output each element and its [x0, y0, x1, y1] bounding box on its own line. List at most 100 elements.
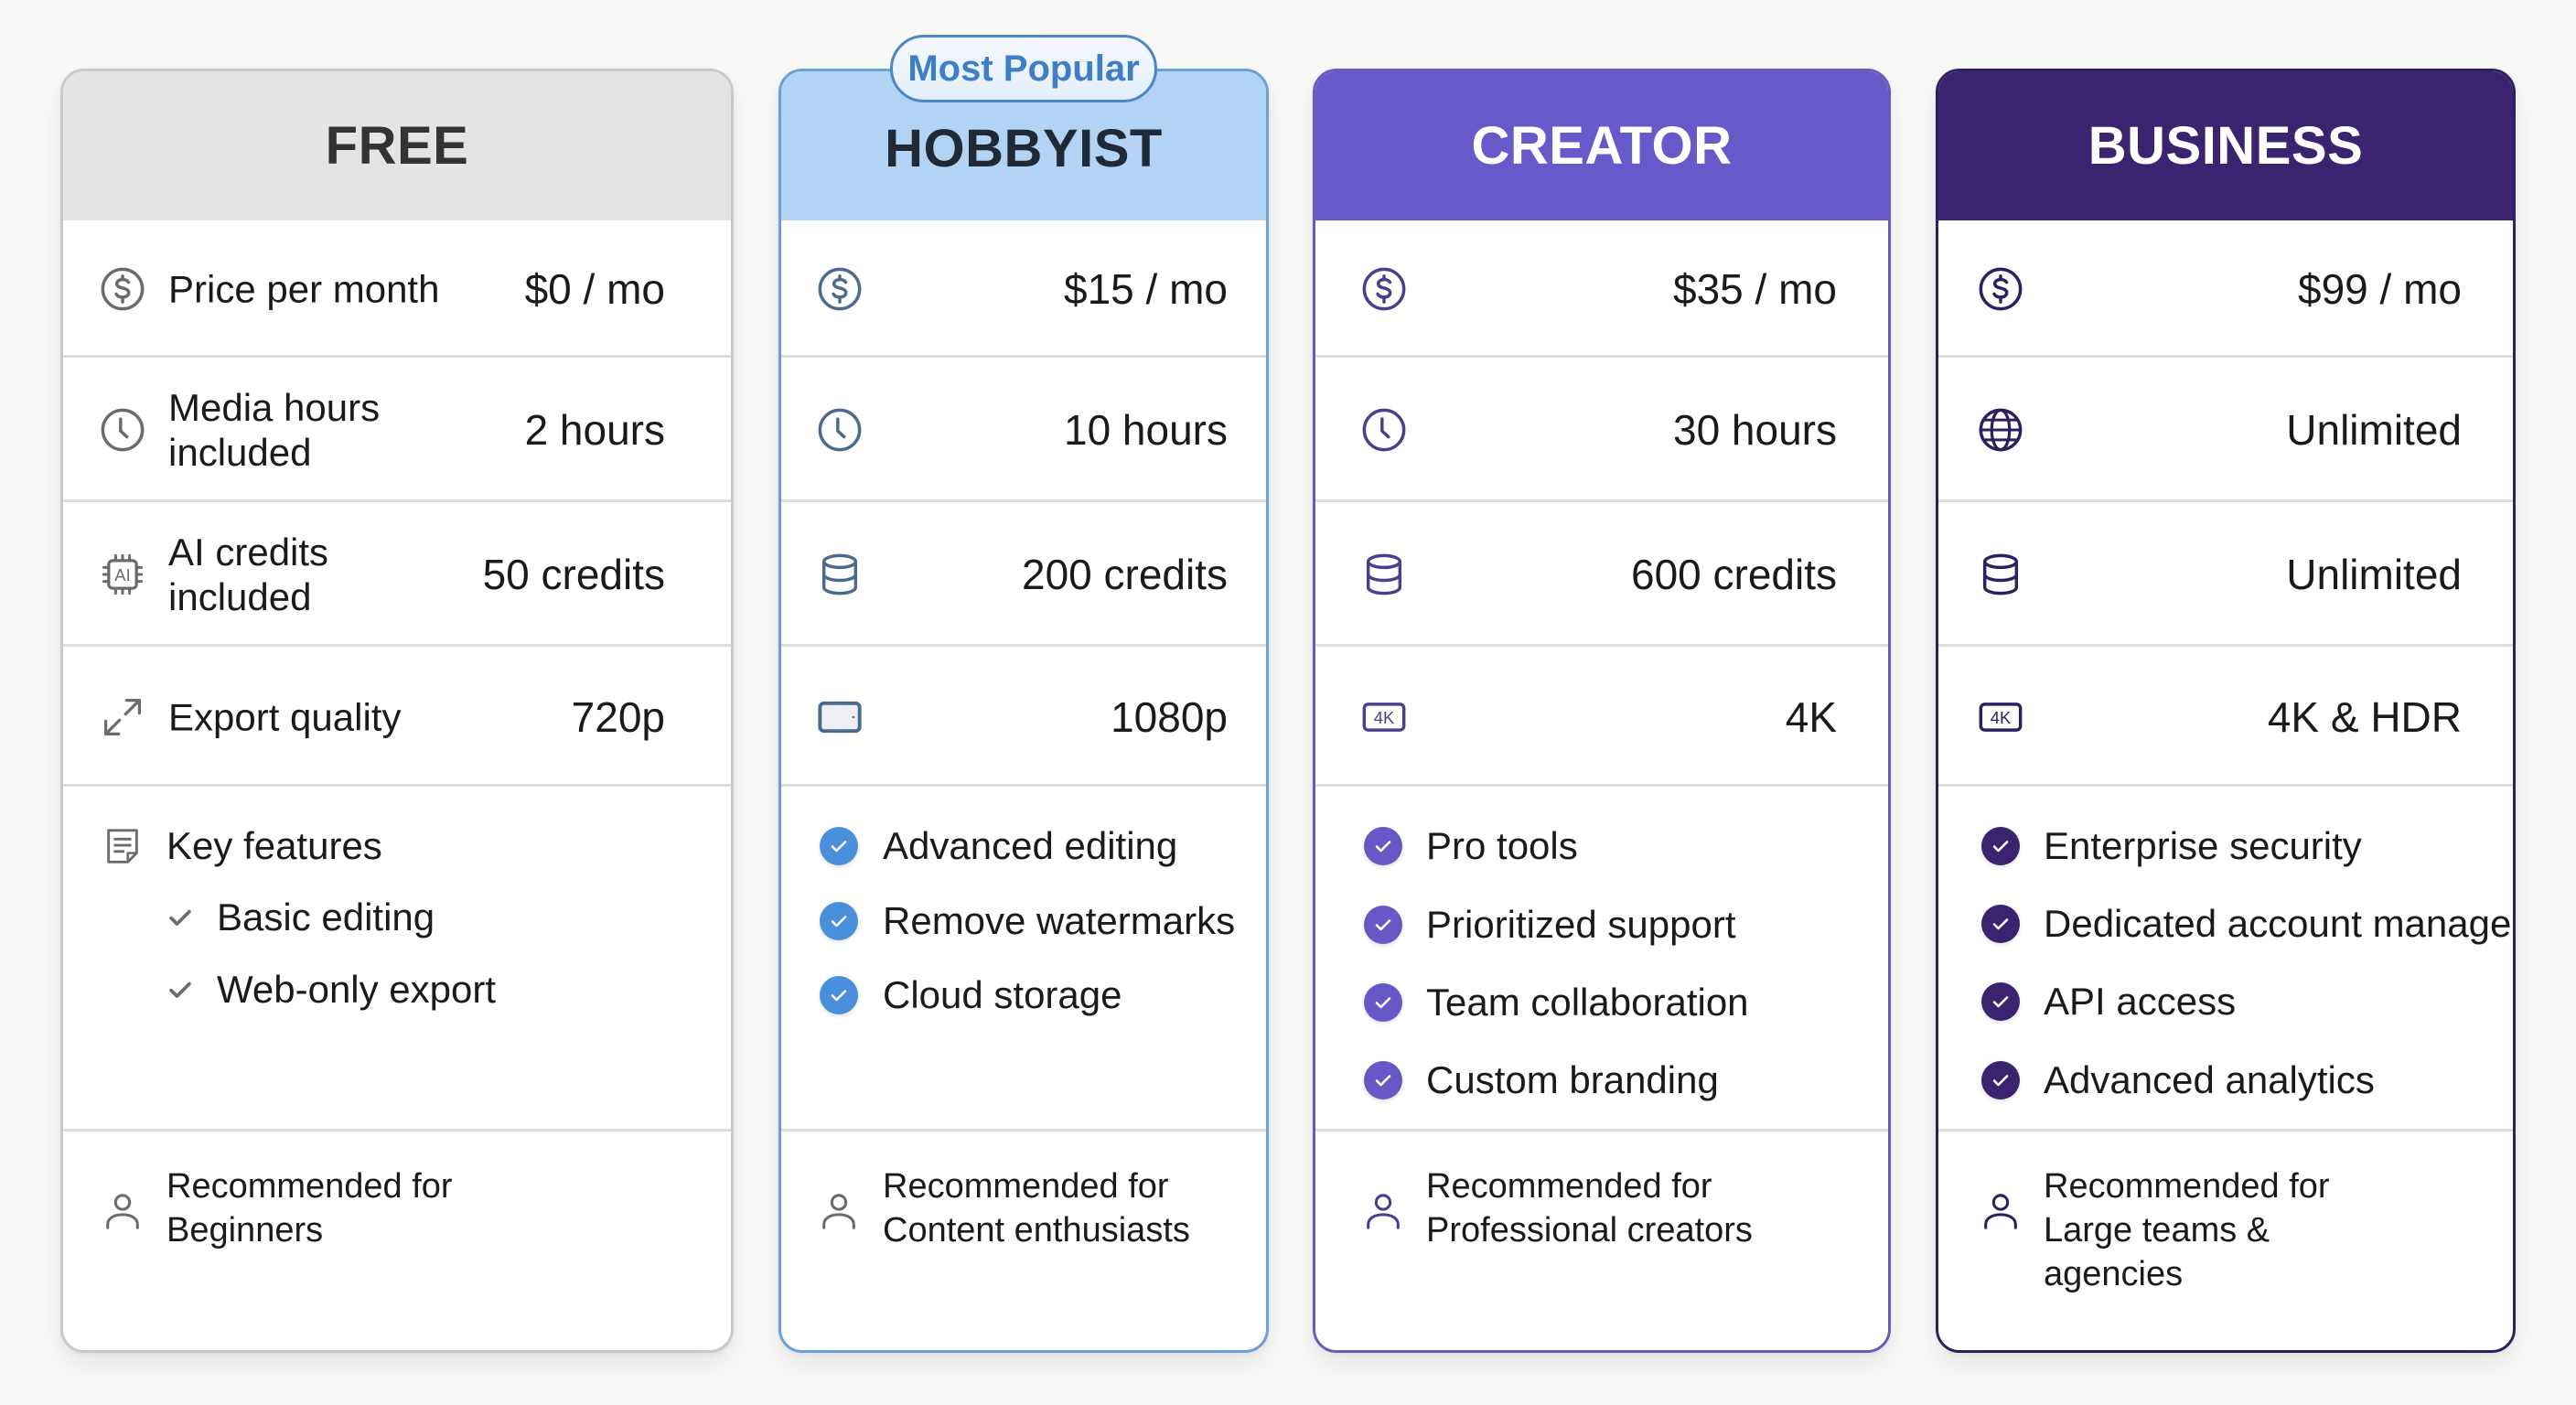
feature-item: Team collaboration — [1315, 975, 1888, 1030]
clock-icon — [99, 406, 146, 454]
4k-badge-icon — [1977, 693, 2024, 741]
recommended-section: Recommended for Beginners — [63, 1129, 731, 1350]
clock-icon — [816, 406, 864, 454]
feature-item: API access — [1938, 974, 2513, 1029]
price-row: $99 / mo — [1938, 220, 2513, 358]
check-circle-icon — [1981, 827, 2020, 865]
plan-title: BUSINESS — [1938, 71, 2513, 220]
dollar-circle-icon — [816, 265, 864, 313]
price-row: $15 / mo — [781, 220, 1266, 358]
media-hours-row: Media hours included 2 hours — [63, 355, 731, 502]
check-circle-icon — [820, 827, 858, 865]
recommended-audience: Professional creators — [1426, 1211, 1753, 1249]
feature-text: Enterprise security — [2044, 824, 2362, 867]
recommended-label: Recommended for — [1426, 1167, 1712, 1206]
ai-credits-value: 50 credits — [482, 551, 665, 598]
feature-item: Custom branding — [1315, 1053, 1888, 1108]
plan-card-business[interactable]: BUSINESS $99 / mo Unlimited Unlimited 4K… — [1936, 69, 2516, 1353]
price-value: $35 / mo — [1673, 265, 1837, 313]
features-section: Advanced editing Remove watermarks Cloud… — [781, 784, 1266, 1137]
check-circle-icon — [1364, 983, 1402, 1022]
row-label: AI credits included — [168, 530, 328, 619]
most-popular-badge: Most Popular — [890, 35, 1157, 102]
recommended-text: Recommended for Content enthusiasts — [883, 1164, 1190, 1252]
user-icon — [1362, 1189, 1404, 1235]
media-hours-value: 30 hours — [1672, 406, 1837, 454]
ai-credits-value: Unlimited — [2286, 551, 2462, 598]
recommended-text: Recommended for Beginners — [166, 1164, 453, 1252]
ai-credits-row: 200 credits — [781, 499, 1266, 647]
recommended-text: Recommended for Large teams & agencies — [2044, 1164, 2330, 1296]
dollar-circle-icon — [1977, 265, 2024, 313]
feature-item: Basic editing — [63, 890, 731, 945]
database-icon — [816, 551, 864, 598]
document-list-icon — [102, 825, 144, 867]
row-label: Export quality — [168, 695, 402, 738]
row-label-line: Media hours — [168, 386, 381, 429]
export-quality-value: 720p — [571, 692, 665, 741]
check-circle-icon — [820, 976, 858, 1014]
feature-text: Web-only export — [217, 968, 497, 1011]
check-circle-icon — [1364, 1061, 1402, 1099]
ai-chip-icon — [99, 551, 146, 598]
media-hours-value: Unlimited — [2286, 406, 2462, 454]
recommended-audience: Content enthusiasts — [883, 1211, 1190, 1249]
feature-item: Remove watermarks — [781, 894, 1266, 949]
feature-text: Cloud storage — [883, 973, 1122, 1016]
feature-item: Prioritized support — [1315, 897, 1888, 952]
dollar-circle-icon — [99, 265, 146, 313]
export-quality-value: 1080p — [1111, 692, 1228, 741]
feature-text: Custom branding — [1426, 1058, 1719, 1101]
export-quality-row: Export quality 720p — [63, 644, 731, 787]
feature-text: Advanced analytics — [2044, 1058, 2375, 1101]
feature-text: Basic editing — [217, 896, 435, 938]
price-value: $0 / mo — [524, 265, 665, 313]
recommended-audience: agencies — [2044, 1255, 2184, 1293]
recommended-text: Recommended for Professional creators — [1426, 1164, 1753, 1252]
price-value: $15 / mo — [1064, 265, 1228, 313]
export-quality-row: 1080p — [781, 644, 1266, 787]
feature-item: Enterprise security — [1938, 819, 2513, 874]
row-label: Price per month — [168, 267, 440, 311]
row-label-line: included — [168, 431, 312, 474]
clock-icon — [1360, 406, 1408, 454]
media-hours-value: 10 hours — [1063, 406, 1228, 454]
export-quality-row: 4K & HDR — [1938, 644, 2513, 787]
user-icon — [1980, 1189, 2022, 1235]
features-section: Enterprise security Dedicated account ma… — [1938, 784, 2513, 1137]
export-quality-value: 4K & HDR — [2267, 692, 2462, 741]
row-label-line: included — [168, 575, 312, 618]
plan-card-free[interactable]: FREE Price per month $0 / mo Media hours… — [60, 69, 734, 1353]
plan-title: CREATOR — [1315, 71, 1888, 220]
row-label-line: AI credits — [168, 531, 329, 574]
feature-text: Advanced editing — [883, 824, 1178, 867]
recommended-section: Recommended for Content enthusiasts — [781, 1129, 1266, 1350]
media-hours-row: 10 hours — [781, 355, 1266, 502]
check-circle-icon — [1364, 906, 1402, 944]
feature-item: Web-only export — [63, 962, 731, 1017]
features-section: Pro tools Prioritized support Team colla… — [1315, 784, 1888, 1137]
recommended-label: Recommended for — [883, 1167, 1169, 1206]
ai-credits-row: AI credits included 50 credits — [63, 499, 731, 647]
media-hours-row: Unlimited — [1938, 355, 2513, 502]
plan-title: FREE — [63, 71, 731, 220]
check-circle-icon — [1981, 982, 2020, 1021]
recommended-audience: Large teams & — [2044, 1211, 2270, 1249]
check-icon — [165, 974, 196, 1005]
screen-icon — [816, 693, 864, 741]
feature-text: Team collaboration — [1426, 981, 1749, 1024]
features-section: Key features Basic editing Web-only expo… — [63, 784, 731, 1137]
globe-icon — [1977, 406, 2024, 454]
database-icon — [1977, 551, 2024, 598]
feature-text: Remove watermarks — [883, 899, 1236, 942]
ai-credits-row: Unlimited — [1938, 499, 2513, 647]
feature-text: Prioritized support — [1426, 903, 1736, 946]
key-features-label: Key features — [166, 824, 382, 867]
plan-card-hobbyist[interactable]: HOBBYIST $15 / mo 10 hours 200 credits 1… — [778, 69, 1269, 1353]
feature-item: Cloud storage — [781, 968, 1266, 1023]
plan-card-creator[interactable]: CREATOR $35 / mo 30 hours 600 credits 4K… — [1313, 69, 1891, 1353]
recommended-section: Recommended for Professional creators — [1315, 1129, 1888, 1350]
expand-arrows-icon — [99, 693, 146, 741]
check-circle-icon — [1364, 827, 1402, 865]
check-icon — [165, 902, 196, 933]
